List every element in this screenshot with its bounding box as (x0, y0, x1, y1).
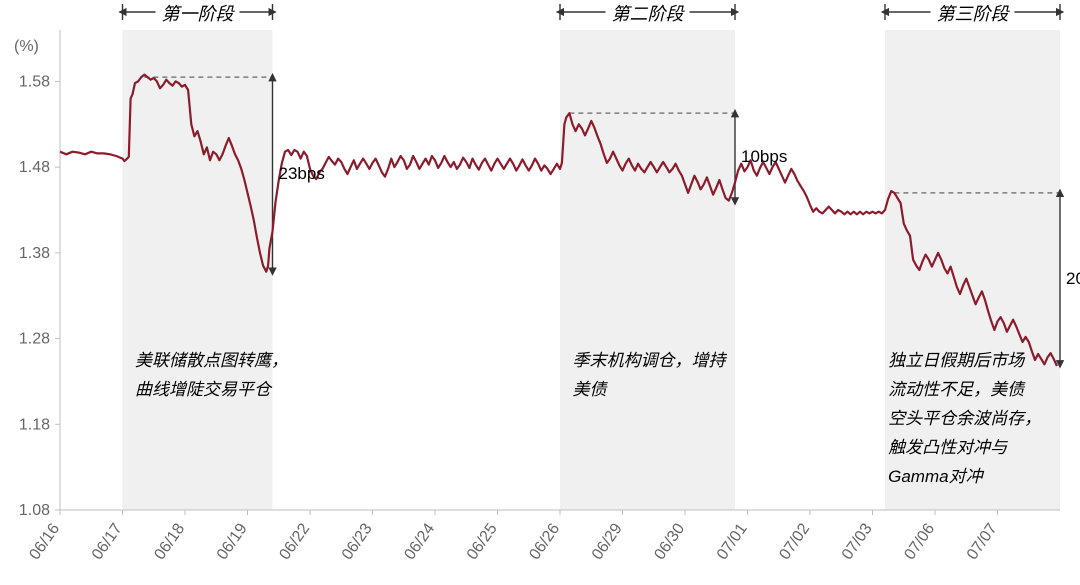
bps-label-3: 20bps (1066, 269, 1080, 289)
phase-label-2: 第二阶段 (603, 0, 693, 26)
bps-label-2: 10bps (741, 147, 787, 167)
x-tick-label: 06/26 (526, 520, 563, 563)
bps-label-1: 23bps (279, 164, 325, 184)
x-tick-label: 07/07 (964, 520, 1001, 563)
y-tick-label: 1.28 (19, 331, 50, 348)
x-tick-label: 07/02 (776, 520, 813, 563)
y-axis-unit: (%) (14, 38, 39, 56)
phase-band-1 (123, 30, 273, 510)
phase-label-1: 第一阶段 (153, 0, 243, 26)
phase-band-2 (560, 30, 735, 510)
annotation-3: 独立日假期后市场流动性不足，美债空头平仓余波尚存，触发凸性对冲与Gamma对冲 (888, 347, 1041, 491)
x-tick-label: 06/22 (276, 520, 313, 563)
x-tick-label: 06/24 (401, 520, 438, 563)
x-tick-label: 07/03 (839, 520, 876, 563)
x-tick-label: 06/17 (89, 520, 126, 563)
phase-label-3: 第三阶段 (928, 0, 1018, 26)
y-tick-label: 1.18 (19, 416, 50, 433)
chart-svg: 1.08 1.18 1.28 1.38 1.48 1.58 06/16 06/17 06/18 0… (0, 0, 1080, 585)
x-tick-label: 06/19 (214, 520, 251, 563)
chart-container: 1.08 1.18 1.28 1.38 1.48 1.58 06/16 06/17 06/18 0… (0, 0, 1080, 585)
x-tick-label: 06/25 (464, 520, 501, 563)
x-tick-label: 07/06 (901, 520, 938, 563)
x-tick-label: 07/01 (714, 520, 751, 563)
x-tick-label: 06/29 (589, 520, 626, 563)
x-tick-label: 06/30 (651, 520, 688, 563)
annotation-1: 美联储散点图转鹰，曲线增陡交易平仓 (135, 347, 288, 405)
y-tick-label: 1.58 (19, 73, 50, 90)
y-tick-label: 1.48 (19, 159, 50, 176)
annotation-2: 季末机构调仓，增持美债 (573, 347, 726, 405)
y-tick-label: 1.08 (19, 502, 50, 519)
x-tick-label: 06/16 (26, 520, 63, 563)
x-tick-label: 06/23 (339, 520, 376, 563)
y-tick-label: 1.38 (19, 245, 50, 262)
x-tick-label: 06/18 (151, 520, 188, 563)
